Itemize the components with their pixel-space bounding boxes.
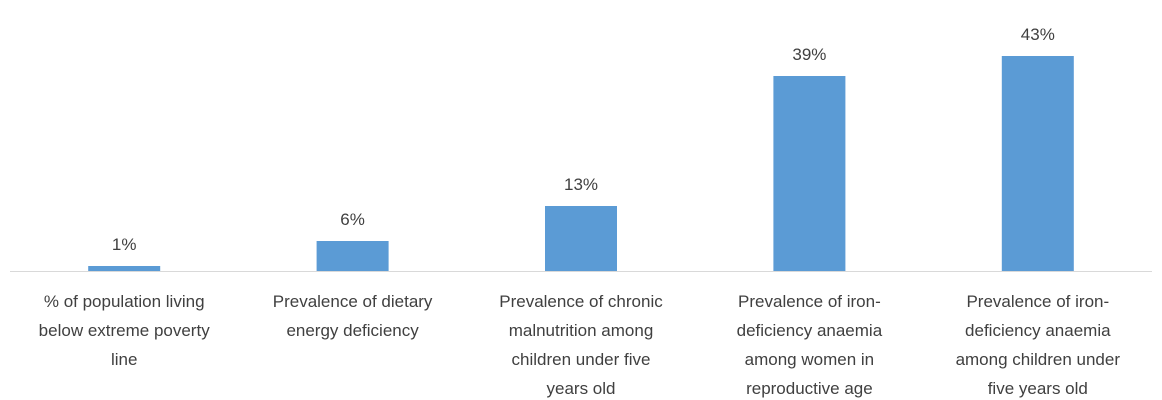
data-label-3: 13% — [564, 175, 598, 194]
data-label-1: 1% — [112, 235, 137, 254]
category-label-line: deficiency anaemia — [737, 321, 883, 340]
bar-4 — [773, 76, 846, 271]
data-label-2: 6% — [340, 210, 365, 229]
category-label-4: Prevalence of iron-deficiency anaemia amo… — [737, 292, 883, 398]
data-labels-group: 1% 6% 13% 39% 43% — [112, 25, 1055, 254]
bars-group — [88, 56, 1074, 271]
category-label-line: energy deficiency — [286, 321, 419, 340]
category-label-line: Prevalence of iron- — [738, 292, 881, 311]
bar-3 — [545, 206, 617, 271]
category-label-line: Prevalence of dietary — [273, 292, 433, 311]
category-label-line: five years old — [988, 379, 1088, 398]
category-label-line: among children under — [956, 350, 1121, 369]
category-label-line: % of population living — [44, 292, 205, 311]
category-label-line: line — [111, 350, 137, 369]
category-label-5: Prevalence of iron-deficiency anaemia amo… — [956, 292, 1121, 398]
category-label-line: Prevalence of chronic — [499, 292, 663, 311]
category-label-2: Prevalence of dietary energy deficiency — [273, 292, 433, 340]
category-label-line: children under five — [512, 350, 651, 369]
data-label-5: 43% — [1021, 25, 1055, 44]
category-label-line: malnutrition among — [509, 321, 654, 340]
data-label-4: 39% — [792, 45, 826, 64]
bar-5 — [1001, 56, 1074, 271]
category-label-line: reproductive age — [746, 379, 873, 398]
category-label-line: Prevalence of iron- — [966, 292, 1109, 311]
category-label-line: years old — [547, 379, 616, 398]
category-label-1: % of population living below extreme pove… — [39, 292, 211, 369]
bar-2 — [316, 241, 389, 271]
category-label-3: Prevalence of chronic malnutrition among c… — [499, 292, 663, 398]
category-label-line: among women in — [745, 350, 874, 369]
category-labels-group: % of population living below extreme pove… — [39, 292, 1121, 398]
bar-1 — [88, 266, 161, 271]
category-label-line: deficiency anaemia — [965, 321, 1111, 340]
category-label-line: below extreme poverty — [39, 321, 211, 340]
